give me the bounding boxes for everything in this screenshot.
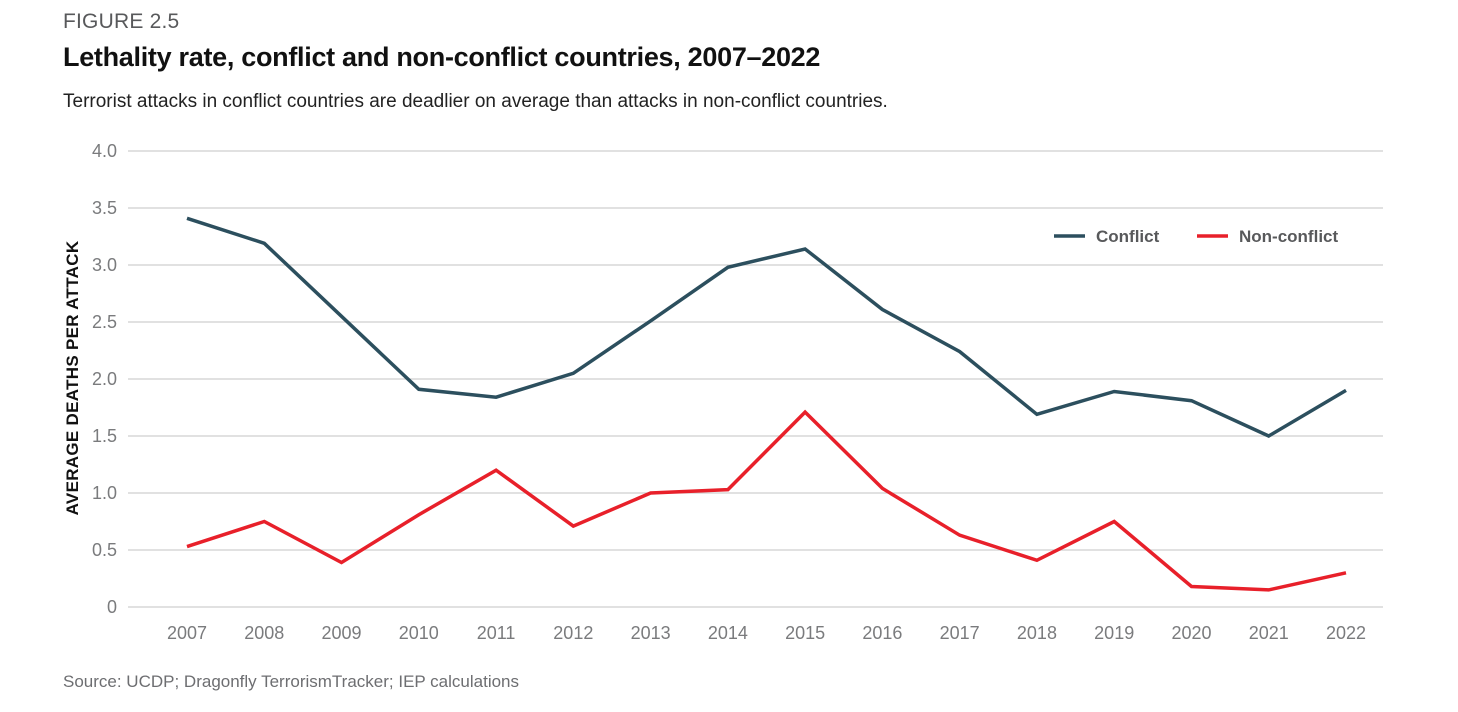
x-tick-label: 2010 <box>399 623 439 643</box>
x-tick-label: 2015 <box>785 623 825 643</box>
x-tick-label: 2008 <box>244 623 284 643</box>
y-tick-label: 2.5 <box>92 312 117 332</box>
x-tick-label: 2018 <box>1017 623 1057 643</box>
legend: Conflict Non-conflict <box>1054 227 1338 246</box>
x-tick-label: 2019 <box>1094 623 1134 643</box>
x-tick-label: 2020 <box>1171 623 1211 643</box>
y-tick-label: 1.0 <box>92 483 117 503</box>
x-tick-label: 2007 <box>167 623 207 643</box>
y-tick-label: 3.5 <box>92 198 117 218</box>
x-tick-label: 2017 <box>940 623 980 643</box>
x-tick-label: 2014 <box>708 623 748 643</box>
series-line-non-conflict <box>186 409 1347 592</box>
y-tick-label: 2.0 <box>92 369 117 389</box>
x-tick-label: 2012 <box>553 623 593 643</box>
source-note: Source: UCDP; Dragonfly TerrorismTracker… <box>63 672 520 691</box>
y-tick-label: 4.0 <box>92 141 117 161</box>
y-tick-label: 0 <box>107 597 117 617</box>
legend-label-conflict: Conflict <box>1096 227 1160 246</box>
x-tick-label: 2021 <box>1249 623 1289 643</box>
chart-subtitle: Terrorist attacks in conflict countries … <box>63 91 888 112</box>
legend-item-non-conflict: Non-conflict <box>1197 227 1338 246</box>
x-tick-label: 2013 <box>631 623 671 643</box>
y-tick-label: 0.5 <box>92 540 117 560</box>
chart-title: Lethality rate, conflict and non-conflic… <box>63 42 821 72</box>
x-tick-label: 2022 <box>1326 623 1366 643</box>
x-axis-ticks: 2007 2008 2009 2010 2011 2012 2013 2014 2015 2016… <box>167 623 1366 643</box>
gridlines <box>128 150 1383 608</box>
y-axis-title: AVERAGE DEATHS PER ATTACK <box>63 240 82 515</box>
x-tick-label: 2016 <box>862 623 902 643</box>
x-tick-label: 2011 <box>477 623 516 643</box>
legend-label-non-conflict: Non-conflict <box>1239 227 1338 246</box>
series-lines <box>186 216 1347 592</box>
figure-label: FIGURE 2.5 <box>63 10 180 33</box>
series-line-conflict <box>186 216 1347 438</box>
legend-item-conflict: Conflict <box>1054 227 1160 246</box>
y-tick-label: 3.0 <box>92 255 117 275</box>
x-tick-label: 2009 <box>322 623 362 643</box>
y-axis-ticks: 0 0.5 1.0 1.5 2.0 2.5 3.0 3.5 4.0 <box>92 141 117 617</box>
y-tick-label: 1.5 <box>92 426 117 446</box>
